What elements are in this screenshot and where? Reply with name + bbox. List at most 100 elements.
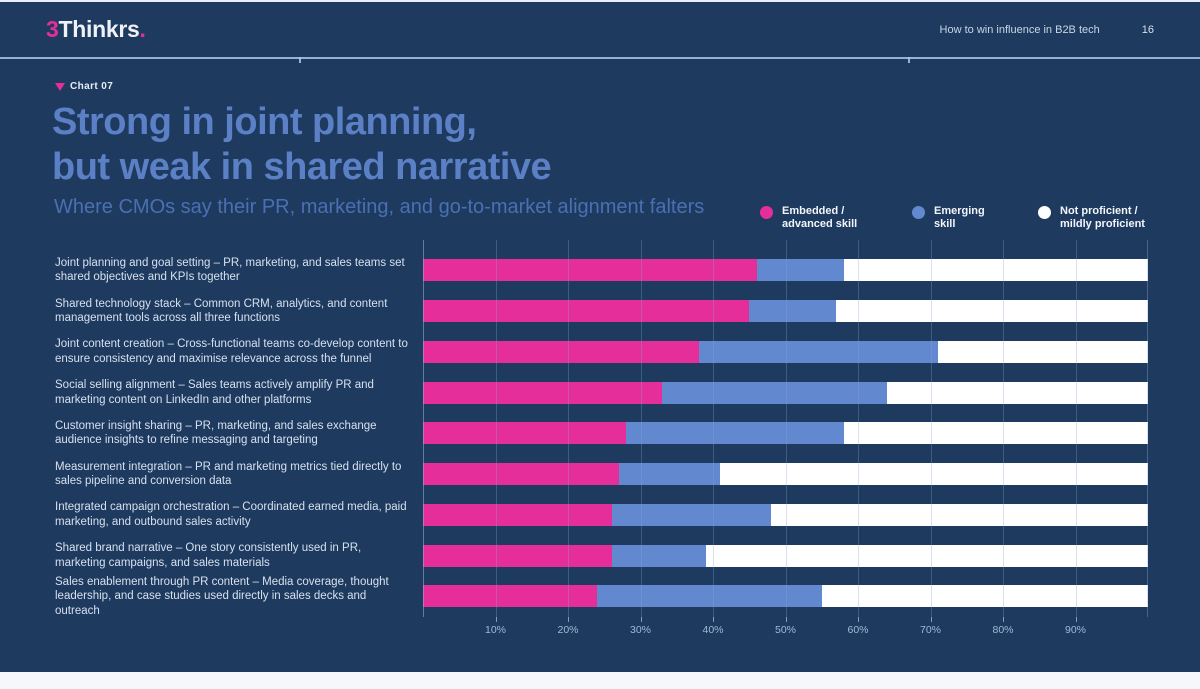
chart-row: Integrated campaign orchestration – Coor… (55, 495, 1148, 536)
bar-segment-not-proficient (720, 463, 1148, 486)
axis-tick (785, 616, 787, 622)
bar-track (423, 503, 1148, 526)
x-axis: 10% 20% 30% 40% 50% 60% 70% 80% 90% (423, 616, 1148, 639)
bar-segment-not-proficient (836, 300, 1148, 323)
bar-segment-embedded-advanced (423, 544, 612, 567)
bar-segment-emerging (611, 503, 771, 526)
bar-track (423, 381, 1148, 404)
category-label: Sales enablement through PR content – Me… (55, 575, 389, 617)
chart-row: Shared brand narrative – One story consi… (55, 535, 1148, 576)
chart-rows: Joint planning and goal setting – PR, ma… (55, 250, 1148, 617)
stacked-bar-chart: Joint planning and goal setting – PR, ma… (55, 240, 1148, 639)
legend-item: Emerging skill (912, 205, 1038, 231)
chart-row: Joint planning and goal setting – PR, ma… (55, 250, 1148, 291)
bar-segment-embedded-advanced (423, 300, 750, 323)
chart-row: Sales enablement through PR content – Me… (55, 576, 1148, 617)
bar-segment-embedded-advanced (423, 340, 699, 363)
bar-track (423, 422, 1148, 445)
bar-segment-not-proficient (937, 340, 1148, 363)
category-label: Integrated campaign orchestration – Coor… (55, 501, 407, 528)
bar-segment-embedded-advanced (423, 503, 612, 526)
legend-label: Embedded / advanced skill (782, 205, 858, 230)
chart-row: Measurement integration – PR and marketi… (55, 454, 1148, 495)
bar-segment-embedded-advanced (423, 381, 663, 404)
chart-number-text: Chart 07 (70, 81, 114, 92)
page-subtitle: Where CMOs say their PR, marketing, and … (54, 196, 705, 218)
legend-dot (1038, 206, 1051, 219)
bottom-strip (0, 672, 1200, 689)
category-label: Customer insight sharing – PR, marketing… (55, 419, 377, 447)
bar-segment-emerging (698, 340, 938, 363)
axis-tick (713, 616, 714, 622)
top-edge-line (0, 0, 1200, 2)
bar-segment-emerging (618, 463, 721, 486)
axis-tick (640, 616, 642, 622)
axis-tick (858, 616, 859, 622)
bar-segment-emerging (749, 300, 837, 323)
bar-segment-not-proficient (771, 503, 1148, 526)
chart-row: Customer insight sharing – PR, marketing… (55, 413, 1148, 454)
bar-track (423, 340, 1148, 363)
axis-tick-label: 60% (847, 623, 869, 636)
divider-tick (908, 57, 910, 63)
axis-tick-label: 50% (774, 623, 797, 636)
chart-legend: Embedded / advanced skill Emerging skill Not… (760, 205, 1145, 231)
axis-tick-label: 80% (992, 623, 1014, 636)
chart-row: Joint content creation – Cross-functiona… (55, 332, 1148, 373)
page-title: Strong in joint planning, but weak in sh… (52, 100, 552, 190)
axis-tick (1075, 616, 1077, 622)
bar-track (423, 544, 1148, 567)
legend-label: Emerging skill (934, 205, 985, 230)
bar-segment-embedded-advanced (423, 463, 619, 486)
bar-segment-emerging (597, 585, 822, 608)
legend-item: Not proficient / mildly proficient (1038, 205, 1145, 231)
header-right: How to win influence in B2B tech 16 (940, 24, 1154, 36)
triangle-down-icon (55, 82, 65, 91)
bar-segment-emerging (611, 544, 706, 567)
axis-tick-label: 90% (1064, 623, 1087, 636)
category-label: Joint planning and goal setting – PR, ma… (55, 256, 405, 284)
axis-tick-label: 70% (919, 623, 942, 636)
document-title: How to win influence in B2B tech (939, 23, 1100, 36)
bar-track (423, 585, 1148, 608)
bar-segment-not-proficient (887, 381, 1148, 404)
bar-segment-embedded-advanced (423, 422, 626, 445)
brand-logo: 3Thinkrs. (46, 16, 146, 43)
bar-track (423, 300, 1148, 323)
page-number: 16 (1141, 23, 1154, 36)
header-divider (0, 57, 1200, 59)
chart-row: Social selling alignment – Sales teams a… (55, 372, 1148, 413)
header: 3Thinkrs. How to win influence in B2B te… (0, 2, 1200, 57)
divider-tick (299, 57, 301, 63)
title-line-1: Strong in joint planning, (52, 101, 477, 143)
chart-number-label: Chart 07 (55, 81, 113, 92)
bar-segment-embedded-advanced (423, 585, 597, 608)
axis-tick-label: 40% (702, 623, 724, 636)
logo-main: Thinkrs (58, 16, 140, 42)
category-label: Shared brand narrative – One story consi… (55, 542, 362, 569)
axis-tick (495, 616, 497, 622)
bar-segment-not-proficient (821, 585, 1148, 608)
axis-tick-label: 30% (629, 623, 652, 636)
legend-item: Embedded / advanced skill (760, 205, 912, 231)
legend-dot (912, 206, 925, 219)
axis-tick (1003, 616, 1004, 622)
bar-segment-embedded-advanced (423, 259, 757, 282)
axis-tick-label: 20% (557, 623, 579, 636)
category-label: Shared technology stack – Common CRM, an… (55, 297, 388, 325)
axis-tick (930, 616, 932, 622)
category-label: Social selling alignment – Sales teams a… (55, 379, 374, 406)
axis-tick (568, 616, 569, 622)
category-label: Joint content creation – Cross-functiona… (55, 338, 408, 365)
logo-dot: . (139, 16, 146, 42)
bar-segment-not-proficient (843, 422, 1148, 445)
legend-dot (760, 206, 773, 219)
bar-segment-not-proficient (705, 544, 1148, 567)
bar-track (423, 259, 1148, 282)
legend-label: Not proficient / mildly proficient (1060, 205, 1145, 230)
bar-segment-not-proficient (843, 259, 1148, 282)
bar-segment-emerging (662, 381, 887, 404)
title-line-2: but weak in shared narrative (52, 146, 552, 188)
logo-prefix: 3 (46, 16, 59, 42)
